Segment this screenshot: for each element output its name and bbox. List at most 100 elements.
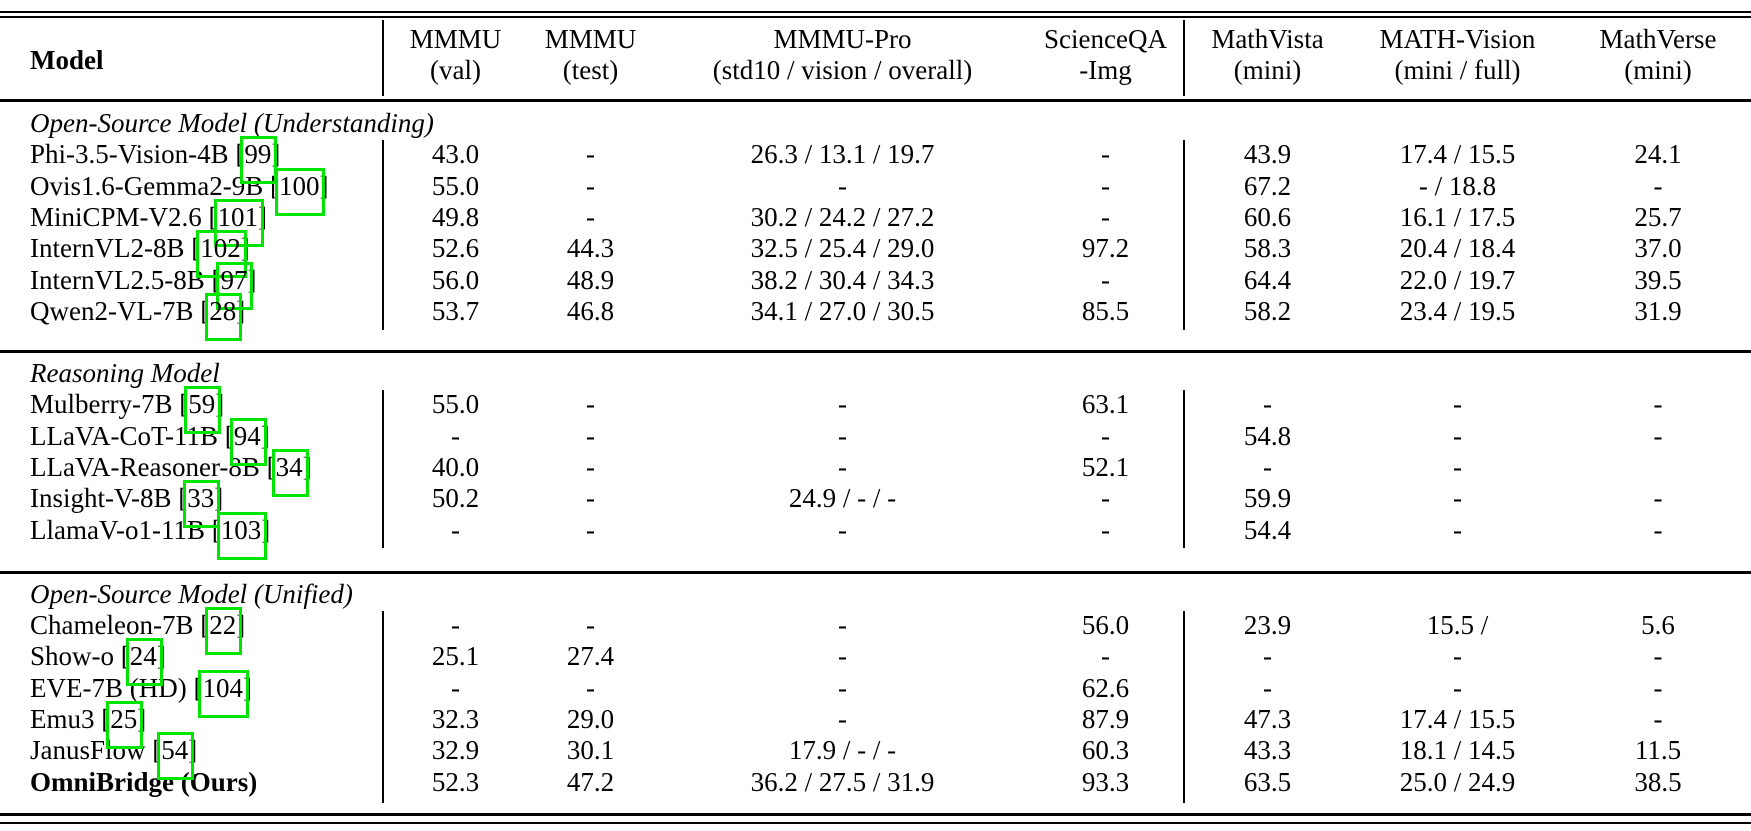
metric-value: - [838,514,847,545]
metric-value: 46.8 [566,295,615,326]
metric-value: 20.4 / 18.4 [1399,233,1516,264]
metric-value: 5.6 [1641,609,1675,640]
column-header-line2: (test) [562,55,619,85]
table-row: InternVL2.5-8B [97] 56.0 48.9 38.2 / 30.… [0,265,1751,296]
metric-value [1565,452,1751,483]
metric-value: 27.4 [566,641,615,672]
citation-number: 97 [220,264,248,295]
metric-value: - [586,483,595,514]
model-cell: Insight-V-8B [33] [0,483,389,514]
column-header-mmmu-test: MMMU (test) [522,24,659,86]
model-cell: LLaVA-Reasoner-8B [34] [0,452,389,483]
model-cell: Qwen2-VL-7B [28] [0,296,389,327]
metric-value: 44.3 [566,233,615,264]
metric-value: - [451,609,460,640]
column-separator [1183,390,1185,548]
metric-value: 58.3 [1243,233,1292,264]
citation: [22] [193,609,246,640]
table-row: Mulberry-7B [59] 55.0 - - 63.1 - - - [0,389,1751,420]
table-row: LLaVA-CoT-11B [94] - - - - 54.8 - - [0,421,1751,452]
model-name: Ovis1.6-Gemma2-9B [30,170,264,201]
metric-value: - [1653,641,1663,672]
column-header-line2: (mini / full) [1394,55,1521,85]
metric-value: 64.4 [1243,264,1292,295]
metric-value: - [838,672,847,703]
table-row: Ovis1.6-Gemma2-9B [100] 55.0 - - - 67.2 … [0,171,1751,202]
citation-number: 101 [217,201,259,232]
model-cell: LLaVA-CoT-11B [94] [0,421,389,452]
metric-value: - [838,641,847,672]
metric-value: - [1453,672,1462,703]
metric-value: 39.5 [1634,264,1682,295]
metric-value: - [1101,641,1110,672]
metric-value: - [1653,483,1663,514]
metric-value: 36.2 / 27.5 / 31.9 [750,766,935,797]
citation-number: 54 [161,735,189,766]
citation: [104] [186,672,252,703]
citation-number: 22 [209,609,237,640]
column-separator [382,611,384,803]
column-header-mathvista: MathVista (mini) [1185,24,1350,86]
model-name: LlamaV-o1-11B [30,514,205,545]
metric-value: - [1101,201,1110,232]
table-row: Emu3 [25] 32.3 29.0 - 87.9 47.3 17.4 / 1… [0,704,1751,735]
model-cell: OmniBridge (Ours) [0,767,389,798]
metric-value: 25.7 [1634,201,1682,232]
metric-value: 52.1 [1081,451,1130,482]
metric-value: - [1101,170,1110,201]
model-name: LLaVA-CoT-11B [30,420,218,451]
section-label: Reasoning Model [30,357,220,388]
section-rows: Phi-3.5-Vision-4B [99] 43.0 - 26.3 / 13.… [0,139,1751,327]
metric-value: - [1263,451,1272,482]
model-cell: InternVL2-8B [102] [0,233,389,264]
metric-value: 32.9 [431,735,480,766]
column-header-mmmu-pro: MMMU-Pro (std10 / vision / overall) [659,24,1026,86]
metric-value: 53.7 [431,295,480,326]
metric-value: 56.0 [431,264,480,295]
citation-number: 99 [244,139,272,170]
citation: [102] [184,233,250,264]
column-separator [1183,20,1185,96]
model-name: Qwen2-VL-7B [30,295,194,326]
table-row: Qwen2-VL-7B [28] 53.7 46.8 34.1 / 27.0 /… [0,296,1751,327]
metric-value: - [1453,420,1462,451]
table-row: LLaVA-Reasoner-8B [34] 40.0 - - 52.1 - - [0,452,1751,483]
column-header-line2: (mini) [1624,55,1692,85]
column-header-line2: (mini) [1233,55,1302,85]
metric-value: 47.3 [1243,703,1292,734]
section-rows: Chameleon-7B [22] - - - 56.0 23.9 15.5 /… [0,610,1751,798]
model-cell: Chameleon-7B [22] [0,610,389,641]
table-row: MiniCPM-V2.6 [101] 49.8 - 30.2 / 24.2 / … [0,202,1751,233]
citation-number: 103 [220,514,262,545]
table-bottom-rule-1 [0,813,1751,816]
citation: [33] [171,483,224,514]
metric-value: 16.1 / 17.5 [1399,201,1516,232]
model-name: InternVL2-8B [30,233,185,264]
metric-value: - [838,420,847,451]
metric-value: 63.5 [1243,766,1292,797]
metric-value: 25.1 [431,641,480,672]
citation: [100] [263,170,329,201]
metric-value: 38.5 [1634,766,1682,797]
metric-value: - / 18.8 [1418,170,1497,201]
metric-value: 55.0 [431,170,480,201]
metric-value: 63.1 [1081,389,1130,420]
table-row: Insight-V-8B [33] 50.2 - 24.9 / - / - - … [0,483,1751,514]
table-row: EVE-7B (HD) [104] - - - 62.6 - - - [0,673,1751,704]
citation: [59] [172,389,225,420]
citation: [34] [259,451,312,482]
column-header-line1: ScienceQA [1044,24,1167,54]
section-rows: Mulberry-7B [59] 55.0 - - 63.1 - - - LLa… [0,389,1751,546]
metric-value: 11.5 [1634,735,1682,766]
table-row: OmniBridge (Ours) 52.3 47.2 36.2 / 27.5 … [0,767,1751,798]
column-header-scienceqa: ScienceQA -Img [1026,24,1185,86]
metric-value: - [1263,389,1272,420]
metric-value: - [1653,672,1663,703]
metric-value: 50.2 [431,483,480,514]
metric-value: 43.3 [1243,735,1292,766]
metric-value: 22.0 / 19.7 [1399,264,1516,295]
column-header-mathverse: MathVerse (mini) [1565,24,1751,86]
model-name: Emu3 [30,703,95,734]
metric-value: 32.5 / 25.4 / 29.0 [750,233,935,264]
table-row: JanusFlow [54] 32.9 30.1 17.9 / - / - 60… [0,735,1751,766]
